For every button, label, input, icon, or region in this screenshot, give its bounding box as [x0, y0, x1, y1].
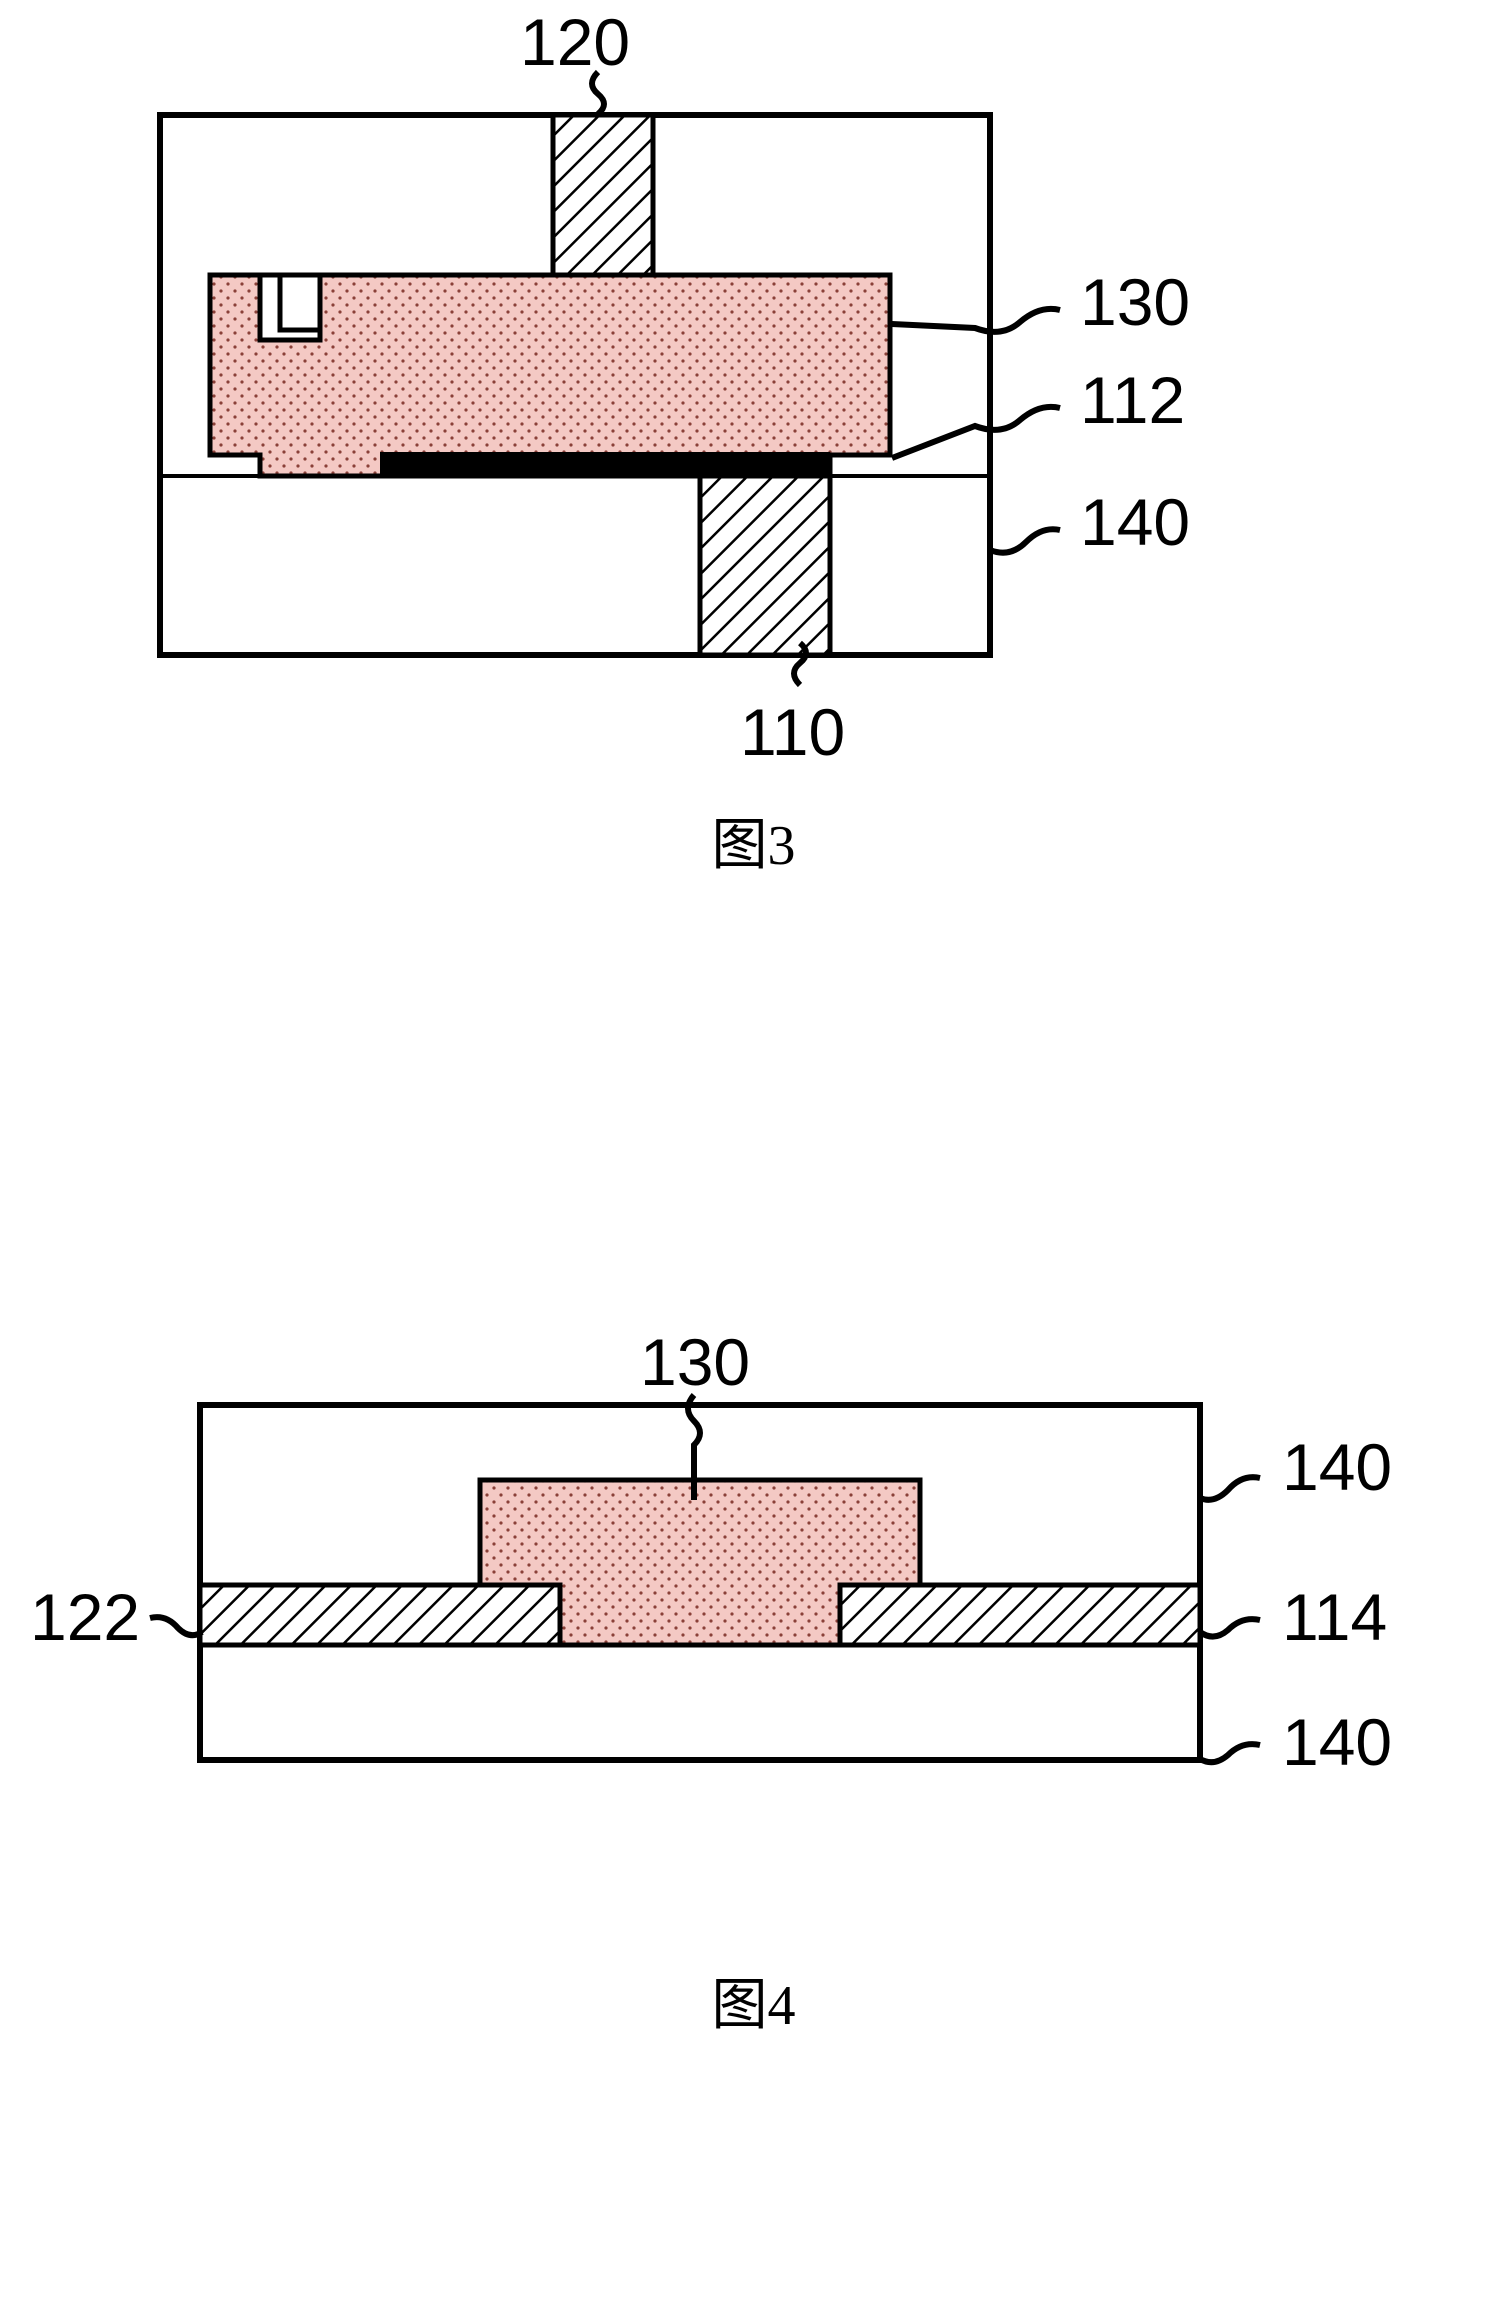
- fig3-group: [160, 72, 1060, 685]
- fig4-leader-114: [1200, 1619, 1260, 1636]
- fig4-block-122: [200, 1585, 560, 1645]
- fig3-block-120: [553, 115, 653, 275]
- fig4-label-114: 114: [1282, 1580, 1387, 1654]
- fig3-label-110: 110: [740, 695, 845, 769]
- fig4-label-140-top: 140: [1282, 1430, 1392, 1504]
- fig4-group: [150, 1395, 1260, 1762]
- fig4-label-122: 122: [30, 1580, 140, 1654]
- fig4-block-114: [840, 1585, 1200, 1645]
- fig4-leader-140-bot: [1200, 1744, 1260, 1762]
- fig3-label-140: 140: [1080, 485, 1190, 559]
- fig4-caption: 图4: [0, 1960, 1507, 2041]
- fig4-label-140-bot: 140: [1282, 1705, 1392, 1779]
- fig3-block-110: [700, 476, 830, 655]
- fig3-caption: 图3: [0, 800, 1507, 881]
- fig3-notch: [280, 275, 320, 330]
- fig3-leader-140: [990, 529, 1060, 552]
- fig4-label-130: 130: [640, 1325, 750, 1399]
- fig4-leader-122: [150, 1617, 202, 1635]
- fig3-label-112: 112: [1080, 363, 1185, 437]
- fig4-leader-140-top: [1200, 1477, 1260, 1500]
- page: 120 130 112 140 110 130 140 114 140 122 …: [0, 0, 1507, 2319]
- fig3-label-120: 120: [520, 5, 630, 79]
- fig3-layer-112: [380, 452, 830, 476]
- fig3-label-130: 130: [1080, 265, 1190, 339]
